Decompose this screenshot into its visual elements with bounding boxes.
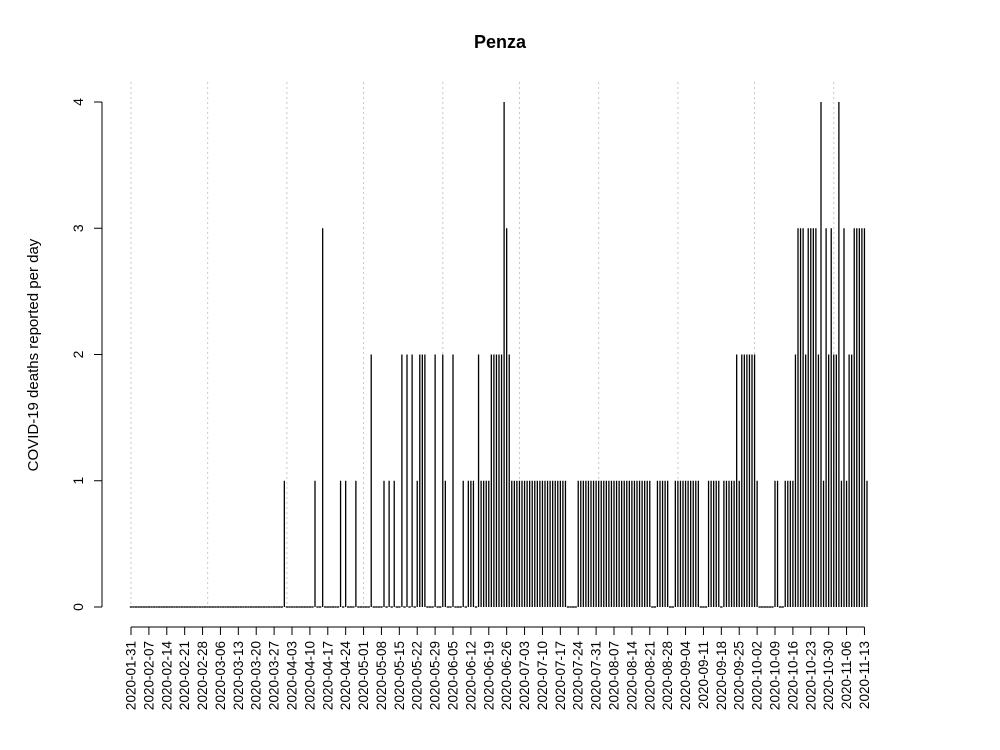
y-axis: 0 1 2 3 4 [70,98,103,611]
x-tick-label: 2020-07-17 [553,641,568,710]
x-tick-label: 2020-11-13 [857,641,872,709]
x-tick-label: 2020-07-03 [517,641,532,710]
x-tick-label: 2020-05-01 [356,641,371,710]
x-tick-label: 2020-10-30 [821,641,836,710]
x-tick-label: 2020-02-14 [159,641,174,711]
x-tick-label: 2020-07-31 [589,641,604,710]
x-tick-label: 2020-03-06 [213,641,228,710]
x-tick-label: 2020-05-15 [392,641,407,710]
x-tick-label: 2020-08-28 [660,641,675,710]
x-tick-label: 2020-09-18 [714,641,729,710]
x-tick-label: 2020-05-08 [374,641,389,710]
x-tick-label: 2020-06-05 [446,641,461,710]
bars [129,102,868,608]
x-tick-label: 2020-03-20 [249,641,264,710]
x-tick-label: 2020-08-14 [624,641,639,711]
y-tick-label: 0 [70,603,86,611]
x-tick-label: 2020-06-12 [463,641,478,710]
x-tick-label: 2020-06-19 [481,641,496,710]
x-tick-label: 2020-04-10 [302,641,317,710]
x-tick-label: 2020-04-24 [338,641,353,711]
y-axis-label: COVID-19 deaths reported per day [25,238,42,471]
x-tick-label: 2020-03-13 [231,641,246,710]
x-tick-label: 2020-01-31 [124,641,139,710]
x-tick-label: 2020-07-10 [535,641,550,710]
x-tick-label: 2020-04-03 [285,641,300,710]
x-tick-label: 2020-11-06 [839,641,854,709]
x-tick-label: 2020-10-16 [785,641,800,710]
x-tick-label: 2020-08-21 [642,641,657,710]
x-tick-label: 2020-10-02 [750,641,765,710]
x-tick-label: 2020-07-24 [571,641,586,711]
x-tick-label: 2020-09-25 [732,641,747,710]
x-tick-label: 2020-02-07 [141,641,156,710]
y-tick-label: 1 [70,477,86,485]
y-tick-label: 2 [70,350,86,358]
y-tick-label: 3 [70,224,86,232]
y-tick-label: 4 [70,98,86,106]
x-tick-label: 2020-08-07 [607,641,622,710]
x-axis: 2020-01-31 2020-02-07 2020-02-14 2020-02-21… [124,626,872,711]
x-tick-label: 2020-04-17 [320,641,335,710]
x-tick-label: 2020-09-11 [696,641,711,709]
x-tick-label: 2020-02-21 [177,641,192,710]
x-tick-label: 2020-02-28 [195,641,210,710]
x-tick-label: 2020-05-29 [428,641,443,710]
chart-title: Penza [474,32,527,52]
x-tick-label: 2020-03-27 [267,641,282,710]
x-tick-label: 2020-10-09 [768,641,783,710]
x-tick-label: 2020-10-23 [803,641,818,710]
x-tick-label: 2020-09-04 [678,641,693,711]
x-tick-label: 2020-06-26 [499,641,514,710]
x-tick-label: 2020-05-22 [410,641,425,710]
